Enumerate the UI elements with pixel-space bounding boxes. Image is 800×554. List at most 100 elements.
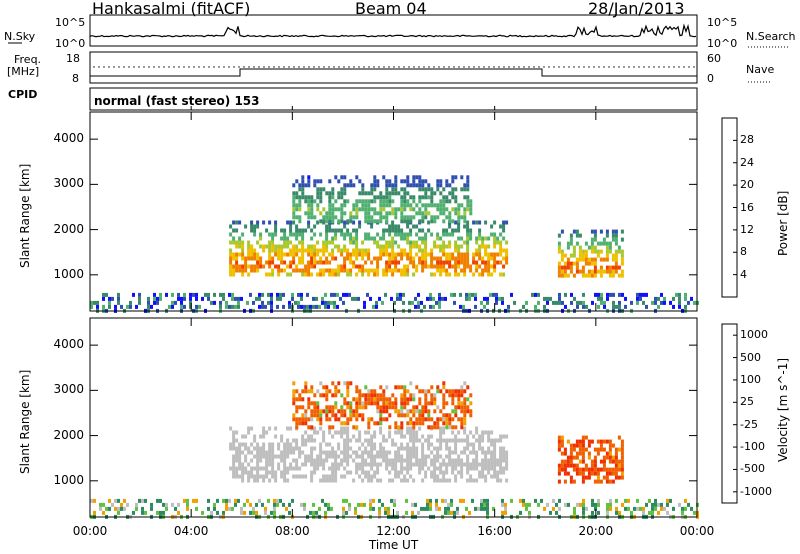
power-cell: [442, 187, 446, 192]
velocity-cell: [250, 426, 254, 431]
power-cell: [463, 240, 467, 245]
power-cell: [582, 292, 585, 297]
power-cell: [283, 268, 287, 273]
power-cell: [394, 187, 398, 192]
power-cell: [502, 220, 506, 225]
velocity-cell: [364, 385, 368, 390]
velocity-cell: [617, 447, 621, 452]
power-cell: [340, 211, 344, 216]
power-cell: [90, 300, 93, 305]
power-cell: [237, 296, 240, 301]
power-cell: [546, 296, 549, 301]
power-cell: [569, 265, 573, 270]
power-cell: [307, 203, 311, 208]
velocity-cell: [246, 498, 249, 503]
velocity-cell: [525, 506, 528, 511]
velocity-cell: [232, 454, 236, 459]
velocity-cell: [454, 389, 458, 394]
velocity-cell: [566, 439, 570, 444]
velocity-cell: [232, 474, 236, 479]
power-cell: [487, 264, 491, 269]
velocity-cell: [430, 393, 434, 398]
velocity-cell: [283, 454, 287, 459]
power-cell: [253, 224, 257, 229]
power-cell: [424, 179, 428, 184]
velocity-cell: [385, 438, 389, 443]
power-cell: [505, 256, 509, 261]
power-cell: [210, 300, 213, 305]
velocity-cell: [228, 506, 231, 511]
velocity-cell: [358, 454, 362, 459]
velocity-cell: [331, 409, 335, 414]
velocity-cell: [433, 397, 437, 402]
power-cell: [262, 220, 266, 225]
power-cell: [611, 265, 615, 270]
velocity-colorbar-tick: -1000: [740, 484, 772, 498]
power-cell: [575, 269, 579, 274]
power-cell: [484, 268, 488, 273]
power-cell: [409, 215, 413, 220]
velocity-cell: [337, 466, 341, 471]
velocity-cell: [295, 462, 299, 467]
velocity-cell: [456, 506, 459, 511]
velocity-cell: [283, 446, 287, 451]
velocity-cell: [499, 454, 503, 459]
power-cell: [271, 268, 275, 273]
velocity-cell: [355, 417, 359, 422]
velocity-cell: [611, 459, 615, 464]
power-cell: [448, 244, 452, 249]
velocity-cell: [123, 498, 126, 503]
power-cell: [381, 300, 384, 305]
power-cell: [256, 256, 260, 261]
velocity-cell: [448, 421, 452, 426]
power-cell: [346, 272, 350, 277]
velocity-cell: [337, 462, 341, 467]
power-cell: [430, 260, 434, 265]
power-cell: [340, 195, 344, 200]
velocity-cell: [307, 454, 311, 459]
velocity-cell: [289, 446, 293, 451]
velocity-cell: [502, 446, 506, 451]
velocity-cell: [448, 450, 452, 455]
power-cell: [331, 215, 335, 220]
power-cell: [316, 252, 320, 257]
power-cell: [373, 211, 377, 216]
velocity-cell: [438, 506, 441, 511]
velocity-cell: [349, 409, 353, 414]
power-cell: [493, 252, 497, 257]
power-cell: [340, 207, 344, 212]
velocity-cell: [343, 446, 347, 451]
velocity-cell: [448, 478, 452, 483]
velocity-cell: [614, 459, 618, 464]
velocity-cell: [587, 475, 591, 480]
velocity-cell: [472, 442, 476, 447]
power-cell: [590, 273, 594, 278]
velocity-cell: [444, 510, 447, 515]
power-cell: [289, 240, 293, 245]
velocity-cell: [436, 417, 440, 422]
power-cell: [463, 211, 467, 216]
power-cell: [301, 183, 305, 188]
velocity-cell: [572, 447, 576, 452]
power-cell: [418, 236, 422, 241]
velocity-cell: [370, 438, 374, 443]
velocity-cell: [376, 466, 380, 471]
power-cell: [486, 300, 489, 305]
velocity-cell: [361, 401, 365, 406]
power-cell: [414, 296, 417, 301]
velocity-cell: [301, 413, 305, 418]
power-cell: [265, 228, 269, 233]
power-cell: [489, 292, 492, 297]
velocity-cell: [447, 510, 450, 515]
velocity-cell: [593, 455, 597, 460]
power-cell: [385, 272, 389, 277]
power-cell: [448, 240, 452, 245]
power-cell: [605, 265, 609, 270]
velocity-cell: [361, 462, 365, 467]
power-cell: [611, 233, 615, 238]
power-cell: [557, 241, 561, 246]
power-cell: [445, 207, 449, 212]
velocity-cell: [337, 409, 341, 414]
velocity-cell: [560, 451, 564, 456]
velocity-cell: [265, 450, 269, 455]
